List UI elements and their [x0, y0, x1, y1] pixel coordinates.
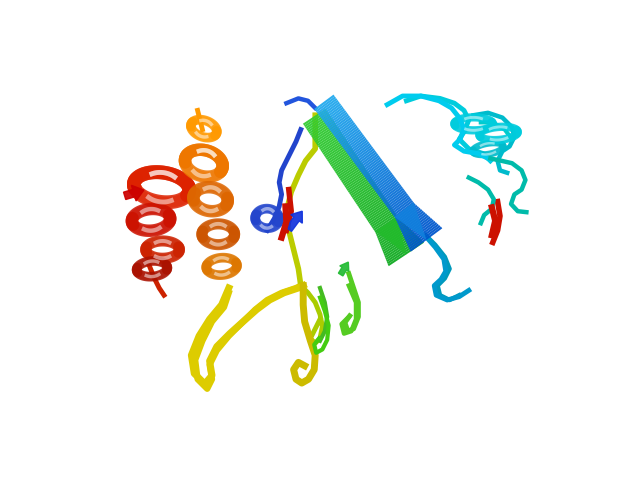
Polygon shape: [394, 203, 427, 240]
FancyArrow shape: [339, 262, 349, 276]
Polygon shape: [375, 217, 406, 254]
FancyArrow shape: [124, 185, 144, 201]
FancyArrow shape: [286, 211, 302, 231]
